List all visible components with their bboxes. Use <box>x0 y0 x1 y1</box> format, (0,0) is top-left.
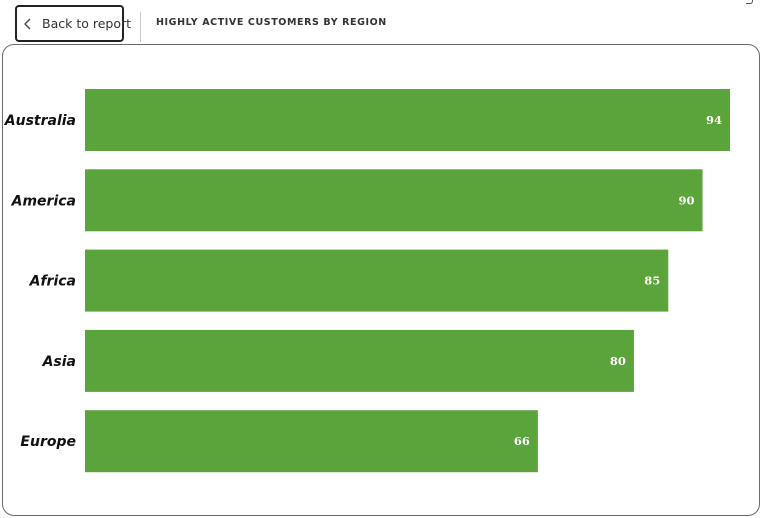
value-label-africa: 85 <box>644 274 660 288</box>
category-label-asia: Asia <box>42 354 76 370</box>
page-title: HIGHLY ACTIVE CUSTOMERS BY REGION <box>156 17 387 28</box>
bar-europe[interactable] <box>85 410 538 473</box>
category-label-australia: Australia <box>4 113 76 129</box>
back-to-report-button[interactable]: Back to report <box>15 5 131 42</box>
bar-australia[interactable] <box>85 89 730 151</box>
corner-mark <box>746 0 753 4</box>
value-label-america: 90 <box>679 193 695 207</box>
bar-america[interactable] <box>85 169 703 232</box>
value-label-europe: 66 <box>514 434 530 448</box>
bar-africa[interactable] <box>85 249 669 312</box>
back-button-label: Back to report <box>42 16 132 31</box>
category-label-europe: Europe <box>20 434 76 450</box>
chevron-left-icon <box>23 17 33 31</box>
value-label-australia: 94 <box>706 113 722 127</box>
top-bar: Back to report HIGHLY ACTIVE CUSTOMERS B… <box>0 0 760 46</box>
value-label-asia: 80 <box>610 354 626 368</box>
category-label-america: America <box>11 193 76 209</box>
category-label-africa: Africa <box>29 274 76 290</box>
bar-asia[interactable] <box>85 329 634 392</box>
header-divider <box>140 12 141 42</box>
